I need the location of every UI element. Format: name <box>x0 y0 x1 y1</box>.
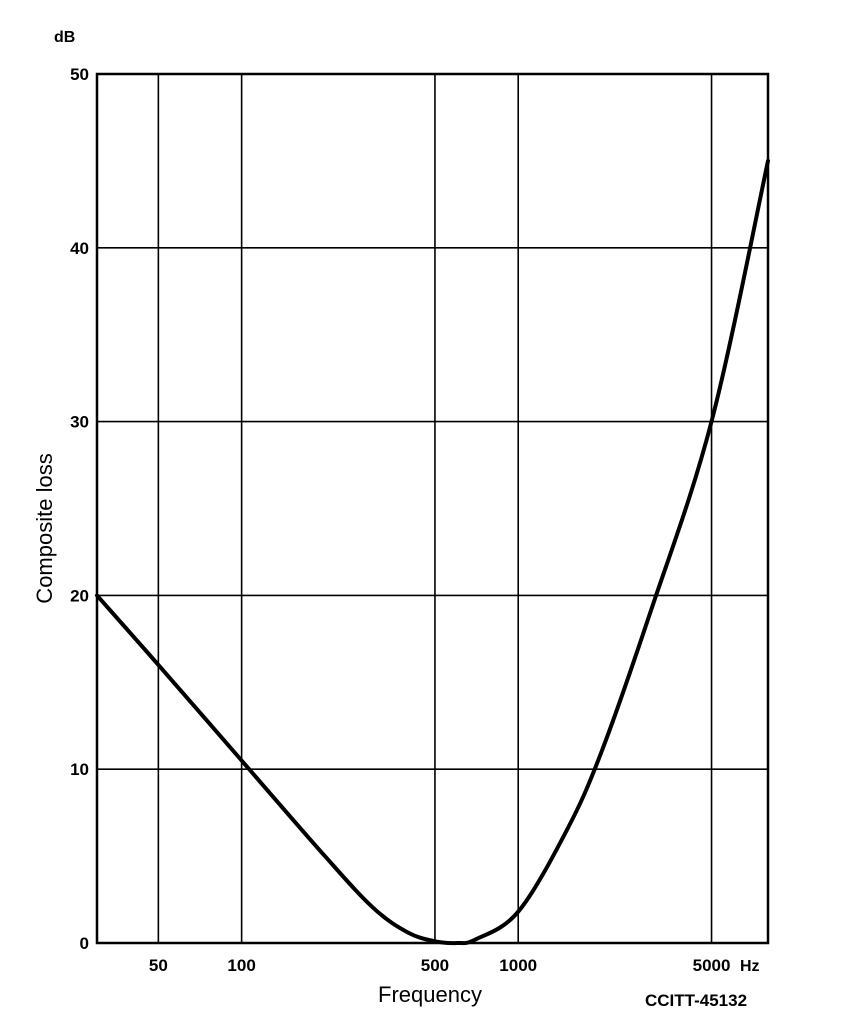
y-axis-title: Composite loss <box>32 453 57 603</box>
x-tick-label: 100 <box>227 956 255 975</box>
x-tick-label: 50 <box>149 956 168 975</box>
composite-loss-curve <box>95 158 770 946</box>
plot-frame <box>95 72 770 945</box>
series-layer <box>95 158 770 946</box>
x-tick-label: 500 <box>421 956 449 975</box>
y-tick-label: 50 <box>70 65 89 84</box>
grid <box>97 74 768 943</box>
y-tick-label: 40 <box>70 239 89 258</box>
y-tick-labels: 0 10 20 30 40 50 <box>70 65 89 953</box>
y-tick-label: 0 <box>80 934 89 953</box>
y-tick-label: 20 <box>70 586 89 605</box>
figure-code-label: CCITT-45132 <box>645 991 747 1010</box>
x-axis-title: Frequency <box>378 982 482 1007</box>
x-tick-label: 5000 <box>693 956 731 975</box>
x-tick-labels: 50 100 500 1000 5000 <box>149 956 731 975</box>
y-tick-label: 10 <box>70 760 89 779</box>
x-tick-label: 1000 <box>499 956 537 975</box>
x-axis-unit: Hz <box>740 958 760 975</box>
y-tick-label: 30 <box>70 413 89 432</box>
y-axis-unit: dB <box>54 29 75 46</box>
